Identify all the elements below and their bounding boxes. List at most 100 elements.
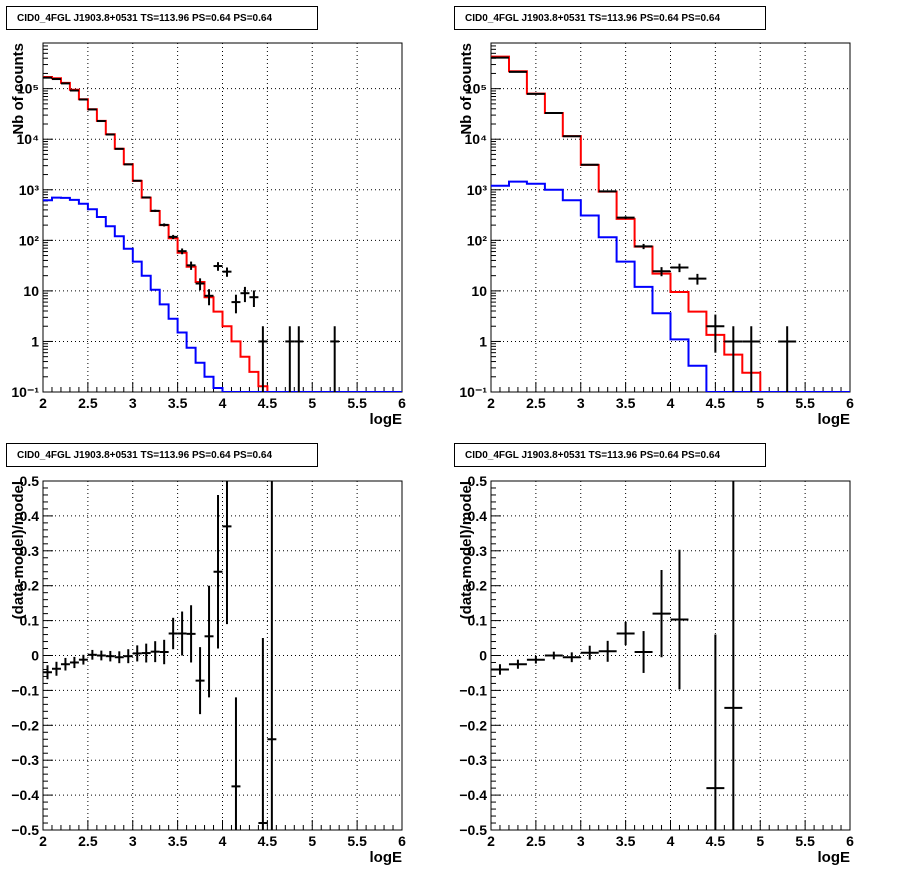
series-1-step-line — [43, 76, 402, 392]
y-tick-label: −0.1 — [11, 682, 39, 698]
data-point — [150, 641, 160, 663]
data-point — [213, 262, 223, 271]
y-tick-label: −0.2 — [459, 717, 487, 733]
panel-4-title: CID0_4FGL J1903.8+0531 TS=113.96 PS=0.64… — [454, 443, 766, 467]
data-point — [123, 649, 133, 664]
x-tick-label: 4 — [219, 395, 227, 411]
data-point — [267, 481, 277, 830]
data-point — [114, 651, 124, 664]
data-point — [598, 640, 617, 662]
x-tick-label: 6 — [846, 833, 854, 849]
x-tick-label: 6 — [846, 395, 854, 411]
x-tick-label: 2.5 — [78, 833, 98, 849]
x-tick-label: 6 — [398, 833, 406, 849]
x-tick-label: 5 — [308, 395, 316, 411]
data-point — [213, 494, 223, 649]
x-tick-label: 5 — [756, 833, 764, 849]
x-tick-label: 2.5 — [78, 395, 98, 411]
data-point — [616, 216, 635, 219]
data-point — [177, 248, 187, 255]
data-point — [132, 645, 142, 662]
x-tick-label: 3.5 — [168, 395, 188, 411]
data-point — [688, 273, 707, 285]
data-point — [123, 163, 133, 166]
data-point — [742, 326, 761, 392]
data-point — [141, 643, 151, 663]
chart-panel-2: 2 2.5 3 3.5 4 4.5 5 5.5 6 10⁻¹ 1 10 10² 10³ 10⁴ 10⁵ logE… — [458, 42, 854, 428]
y-tick-label: 0.5 — [468, 473, 488, 489]
y-tick-label: 10² — [467, 232, 488, 248]
x-tick-label: 3 — [577, 833, 585, 849]
x-tick-label: 4.5 — [258, 395, 278, 411]
y-tick-label: −0.2 — [11, 717, 39, 733]
y-tick-label: 10⁵ — [465, 81, 487, 97]
data-point — [508, 659, 527, 669]
series-1-step-line — [491, 55, 850, 392]
series-2-step-line — [491, 180, 850, 392]
data-point — [562, 652, 581, 663]
y-tick-label: 1 — [479, 333, 487, 349]
data-point — [706, 314, 725, 353]
data-point — [43, 665, 52, 680]
y-tick-label: 0.2 — [468, 578, 488, 594]
x-tick-label: 5 — [308, 833, 316, 849]
data-point — [562, 135, 581, 138]
x-tick-label: 2 — [39, 395, 47, 411]
x-tick-label: 6 — [398, 395, 406, 411]
x-tick-label: 4.5 — [706, 833, 726, 849]
data-point — [724, 481, 743, 830]
chart-panel-3: 2 2.5 3 3.5 4 4.5 5 5.5 6 −0.5 −0.4 −0.3 −0.2 −0.1 0 0.… — [10, 473, 406, 866]
y-tick-label: 10² — [19, 232, 40, 248]
x-tick-label: 4 — [219, 833, 227, 849]
y-tick-label: −0.1 — [459, 682, 487, 698]
series-group — [43, 76, 402, 392]
chart-panel-1: 2 2.5 3 3.5 4 4.5 5 5.5 6 10⁻¹ 1 10 10² 10³ 10⁴ 10⁵ logE… — [10, 42, 406, 428]
data-point — [204, 289, 214, 306]
panel-3-title: CID0_4FGL J1903.8+0531 TS=113.96 PS=0.64… — [6, 443, 318, 467]
x-tick-label: 5.5 — [795, 395, 815, 411]
x-tick-label: 3 — [129, 395, 137, 411]
data-point — [634, 243, 653, 250]
data-point — [258, 326, 268, 392]
data-point — [652, 267, 671, 277]
data-point — [51, 661, 61, 676]
data-point — [285, 326, 295, 392]
y-tick-label: 0 — [479, 648, 487, 664]
panel-1-title: CID0_4FGL J1903.8+0531 TS=113.96 PS=0.64… — [6, 6, 318, 30]
y-tick-label: 0.4 — [20, 508, 40, 524]
data-point — [105, 650, 115, 662]
chart-panel-4: 2 2.5 3 3.5 4 4.5 5 5.5 6 −0.5 −0.4 −0.3 −0.2 −0.1 0 0.… — [458, 473, 854, 866]
x-axis-title: logE — [370, 411, 403, 428]
panel-2-title: CID0_4FGL J1903.8+0531 TS=113.96 PS=0.64… — [454, 6, 766, 30]
data-point — [258, 638, 268, 830]
data-point — [330, 326, 340, 392]
y-tick-label: −0.5 — [11, 822, 39, 838]
data-point — [652, 569, 671, 658]
data-point — [598, 190, 617, 193]
data-point — [544, 651, 563, 660]
data-point — [778, 326, 797, 392]
y-tick-label: 0.4 — [468, 508, 488, 524]
y-tick-label: 10⁴ — [17, 131, 40, 147]
data-point — [231, 294, 241, 314]
x-tick-label: 3 — [129, 833, 137, 849]
x-tick-label: 3 — [577, 395, 585, 411]
y-tick-label: −0.5 — [459, 822, 487, 838]
y-tick-label: 10⁵ — [17, 81, 39, 97]
y-tick-label: 10 — [23, 283, 39, 299]
series-group — [491, 55, 850, 392]
data-point — [186, 261, 196, 270]
data-point — [141, 196, 151, 199]
x-tick-label: 4 — [667, 833, 675, 849]
x-tick-label: 5.5 — [347, 833, 367, 849]
y-tick-label: 10³ — [19, 182, 40, 198]
y-axis-title: Nb of counts — [458, 43, 475, 135]
y-tick-label: 10 — [471, 283, 487, 299]
y-tick-label: −0.3 — [459, 752, 487, 768]
x-tick-label: 3.5 — [616, 395, 636, 411]
data-point — [616, 621, 635, 646]
data-point — [159, 639, 169, 665]
y-tick-label: 0.2 — [20, 578, 40, 594]
y-axis-title: (data-model)/model — [458, 481, 475, 619]
